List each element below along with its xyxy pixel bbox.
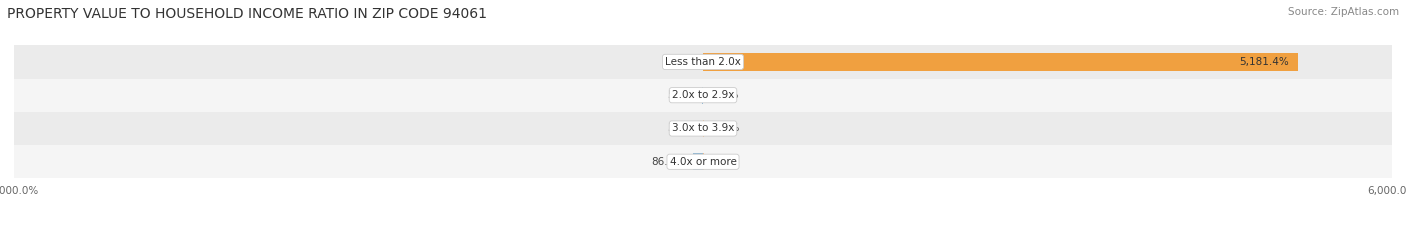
- Bar: [693, 153, 703, 170]
- Bar: [14, 79, 1392, 112]
- Text: 5.0%: 5.0%: [713, 123, 740, 134]
- Bar: [14, 112, 1392, 145]
- Text: 5,181.4%: 5,181.4%: [1239, 57, 1289, 67]
- Bar: [703, 53, 1298, 71]
- Text: 5.2%: 5.2%: [666, 90, 693, 100]
- Text: Less than 2.0x: Less than 2.0x: [665, 57, 741, 67]
- Text: 3.1%: 3.1%: [666, 123, 693, 134]
- Bar: [14, 145, 1392, 178]
- Text: 9.9%: 9.9%: [713, 157, 740, 167]
- Bar: [14, 45, 1392, 79]
- Text: 2.0x to 2.9x: 2.0x to 2.9x: [672, 90, 734, 100]
- Text: 4.0x or more: 4.0x or more: [669, 157, 737, 167]
- Text: 4.3%: 4.3%: [666, 57, 693, 67]
- Text: PROPERTY VALUE TO HOUSEHOLD INCOME RATIO IN ZIP CODE 94061: PROPERTY VALUE TO HOUSEHOLD INCOME RATIO…: [7, 7, 486, 21]
- Text: 3.0x to 3.9x: 3.0x to 3.9x: [672, 123, 734, 134]
- Text: 86.0%: 86.0%: [651, 157, 683, 167]
- Text: 3.3%: 3.3%: [713, 90, 740, 100]
- Text: Source: ZipAtlas.com: Source: ZipAtlas.com: [1288, 7, 1399, 17]
